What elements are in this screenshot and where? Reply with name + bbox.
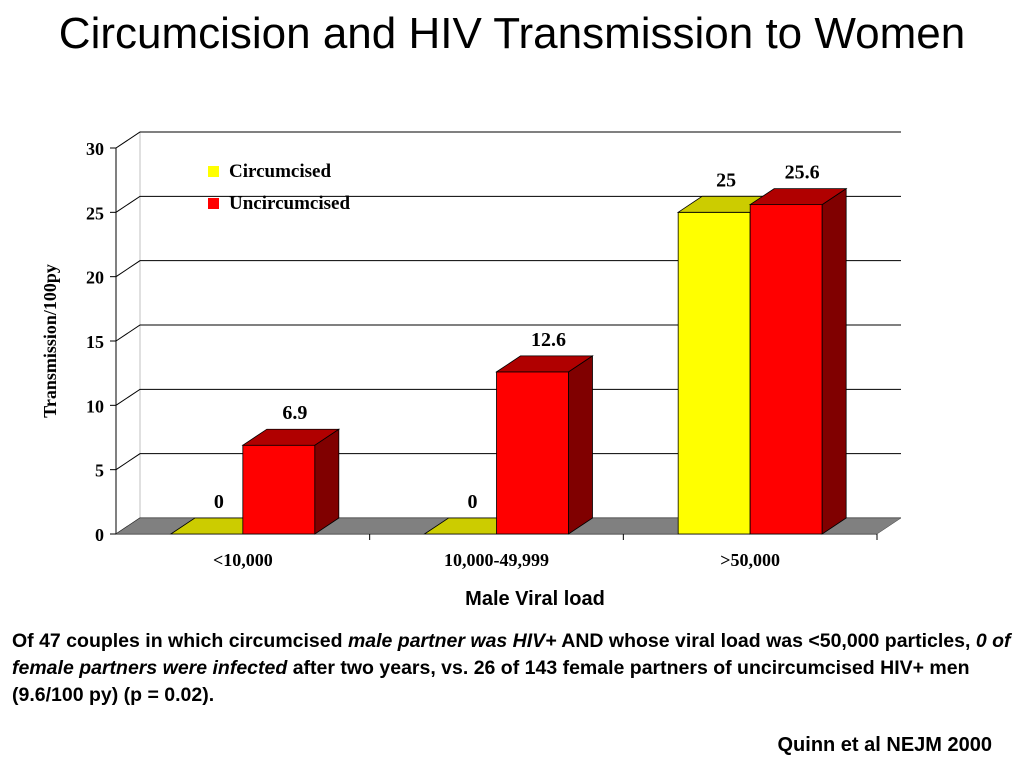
- description-part-1: Of 47 couples in which circumcised: [12, 630, 348, 652]
- citation: Quinn et al NEJM 2000: [777, 734, 992, 756]
- y-tick-label: 25: [86, 203, 104, 223]
- gridline: [115, 131, 901, 149]
- bar-uncircumcised-front: [496, 371, 569, 535]
- bar-circumcised-front: [677, 211, 751, 535]
- legend-label: Uncircumcised: [229, 193, 350, 214]
- slide-title: Circumcision and HIV Transmission to Wom…: [58, 9, 966, 58]
- bar-uncircumcised-top: [748, 188, 848, 206]
- description-part-5: after two years, vs. 26 of 143 female pa…: [12, 657, 970, 706]
- gridline: [115, 388, 901, 406]
- bar-chart: 0 5 10 15 20 25 30 Transmission/100py <10,000 0 6.…: [40, 131, 902, 570]
- y-axis-title: Transmission/100py: [40, 264, 60, 418]
- gridline: [115, 324, 901, 342]
- bar-uncircumcised-front: [242, 444, 316, 535]
- y-tick-label: 20: [86, 268, 104, 288]
- data-label: 0: [214, 491, 224, 513]
- bar-uncircumcised-side: [568, 355, 593, 535]
- y-tick-label: 10: [86, 396, 104, 416]
- bar-uncircumcised-top: [495, 355, 594, 373]
- legend-label: Circumcised: [229, 161, 331, 182]
- data-label: 6.9: [282, 402, 307, 424]
- y-tick-label: 30: [86, 139, 104, 159]
- gridline: [115, 453, 901, 471]
- bar-uncircumcised-top: [241, 428, 341, 446]
- x-tick-label: <10,000: [213, 550, 273, 570]
- legend-swatch: [208, 198, 219, 209]
- description-part-4: 0 of female partners were infected: [12, 630, 1011, 679]
- description-part-3: AND whose viral load was <50,000 particl…: [556, 630, 976, 652]
- x-axis-title: Male Viral load: [465, 588, 605, 610]
- y-tick-label: 15: [86, 332, 104, 352]
- bar-uncircumcised-front: [749, 204, 823, 535]
- y-tick-label: 0: [95, 525, 104, 545]
- description-part-2: male partner was HIV+: [347, 630, 557, 652]
- x-tick-label: 10,000-49,999: [444, 550, 549, 570]
- gridline: [115, 195, 901, 213]
- bar-uncircumcised-side: [314, 428, 340, 535]
- data-label: 25: [716, 169, 736, 191]
- legend-swatch: [208, 166, 219, 177]
- y-tick-label: 5: [95, 461, 104, 481]
- gridline: [115, 260, 901, 278]
- x-tick-label: >50,000: [720, 550, 780, 570]
- data-label: 0: [468, 491, 478, 513]
- bar-uncircumcised-side: [821, 187, 847, 535]
- data-label: 12.6: [531, 329, 566, 351]
- data-label: 25.6: [785, 162, 820, 184]
- description-paragraph: Of 47 couples in which circumcised male …: [12, 628, 1017, 709]
